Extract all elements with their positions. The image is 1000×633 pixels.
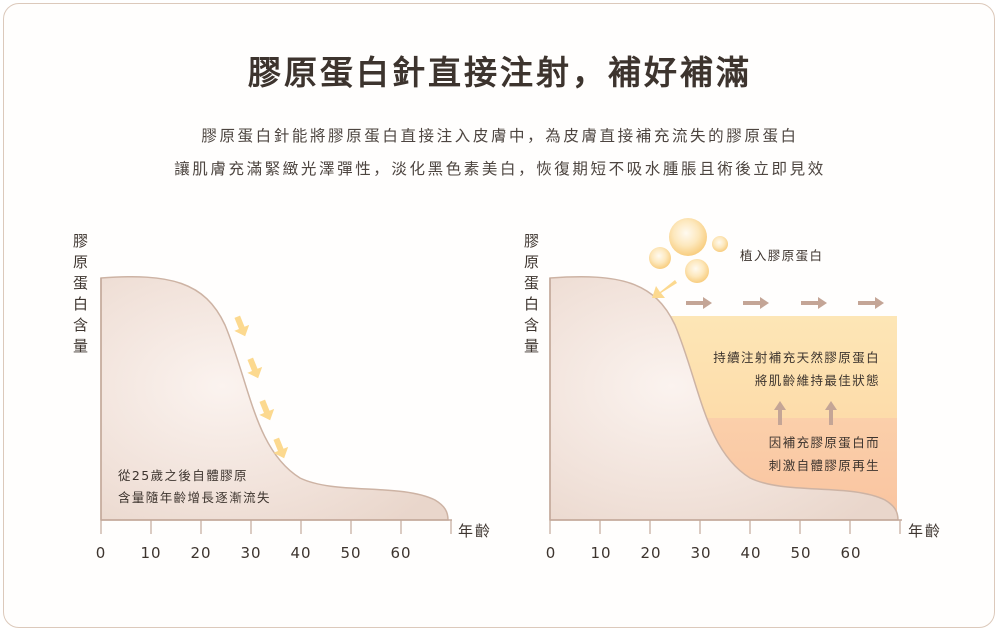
- decline-arrow: [242, 355, 266, 382]
- left-chart: 0 10 20 30 40 50 60 年齡 膠原蛋白含量 從25歲之後自體膠原…: [71, 233, 492, 562]
- left-note-line-2: 含量隨年齡增長逐漸流失: [118, 490, 271, 505]
- collagen-sphere: [685, 259, 709, 283]
- right-x-tick-label: 0: [546, 544, 557, 562]
- right-x-axis-label: 年齡: [908, 522, 942, 540]
- right-x-tick-label: 60: [840, 544, 861, 562]
- right-x-ticks: [549, 520, 901, 534]
- decline-arrow: [254, 397, 278, 424]
- right-arrow-icon: [686, 297, 712, 309]
- page-title: 膠原蛋白針直接注射，補好補滿: [248, 53, 752, 92]
- box-top-line-2: 將肌齡維持最佳狀態: [755, 373, 880, 388]
- left-x-tick-label: 40: [290, 544, 311, 562]
- right-x-tick-label: 10: [590, 544, 611, 562]
- right-x-tick-label: 50: [790, 544, 811, 562]
- box-top-line-1: 持續注射補充天然膠原蛋白: [713, 350, 880, 365]
- right-x-tick-label: 40: [740, 544, 761, 562]
- collagen-sphere: [669, 218, 707, 256]
- left-x-axis-label: 年齡: [458, 522, 492, 540]
- right-arrow-icon: [743, 297, 769, 309]
- decline-arrow: [229, 313, 253, 340]
- right-y-axis-label: 膠原蛋白含量: [522, 233, 540, 359]
- right-chart: 0 10 20 30 40 50 60 年齡 膠原蛋白含量 植入膠原蛋白 持續注…: [522, 218, 942, 562]
- inject-arrow: [652, 280, 677, 298]
- right-collagen-curve: [549, 276, 899, 521]
- left-collagen-curve: [100, 276, 449, 521]
- left-x-tick-label: 10: [140, 544, 161, 562]
- left-note-line-1: 從25歲之後自體膠原: [118, 468, 248, 483]
- right-arrow-icon: [858, 297, 884, 309]
- left-x-tick-label: 60: [390, 544, 411, 562]
- right-x-tick-label: 30: [690, 544, 711, 562]
- right-arrow-icon: [801, 297, 827, 309]
- right-x-tick-label: 20: [640, 544, 661, 562]
- box-bottom-line-1: 因補充膠原蛋白而: [769, 435, 880, 450]
- implant-label: 植入膠原蛋白: [740, 248, 823, 263]
- box-bottom-line-2: 刺激自體膠原再生: [769, 458, 880, 473]
- subtitle-line-1: 膠原蛋白針能將膠原蛋白直接注入皮膚中，為皮膚直接補充流失的膠原蛋白: [201, 127, 799, 145]
- left-x-tick-label: 50: [340, 544, 361, 562]
- collagen-sphere: [649, 247, 671, 269]
- left-x-ticks: [100, 520, 452, 534]
- collagen-sphere: [712, 236, 728, 252]
- left-x-tick-label: 20: [190, 544, 211, 562]
- up-arrow-icon: [774, 401, 786, 425]
- up-arrow-icon: [825, 401, 837, 425]
- left-y-axis-label: 膠原蛋白含量: [71, 233, 89, 359]
- left-x-tick-label: 0: [96, 544, 107, 562]
- subtitle-line-2: 讓肌膚充滿緊緻光澤彈性，淡化黑色素美白，恢復期短不吸水腫脹且術後立即見效: [174, 160, 826, 178]
- left-x-tick-label: 30: [240, 544, 261, 562]
